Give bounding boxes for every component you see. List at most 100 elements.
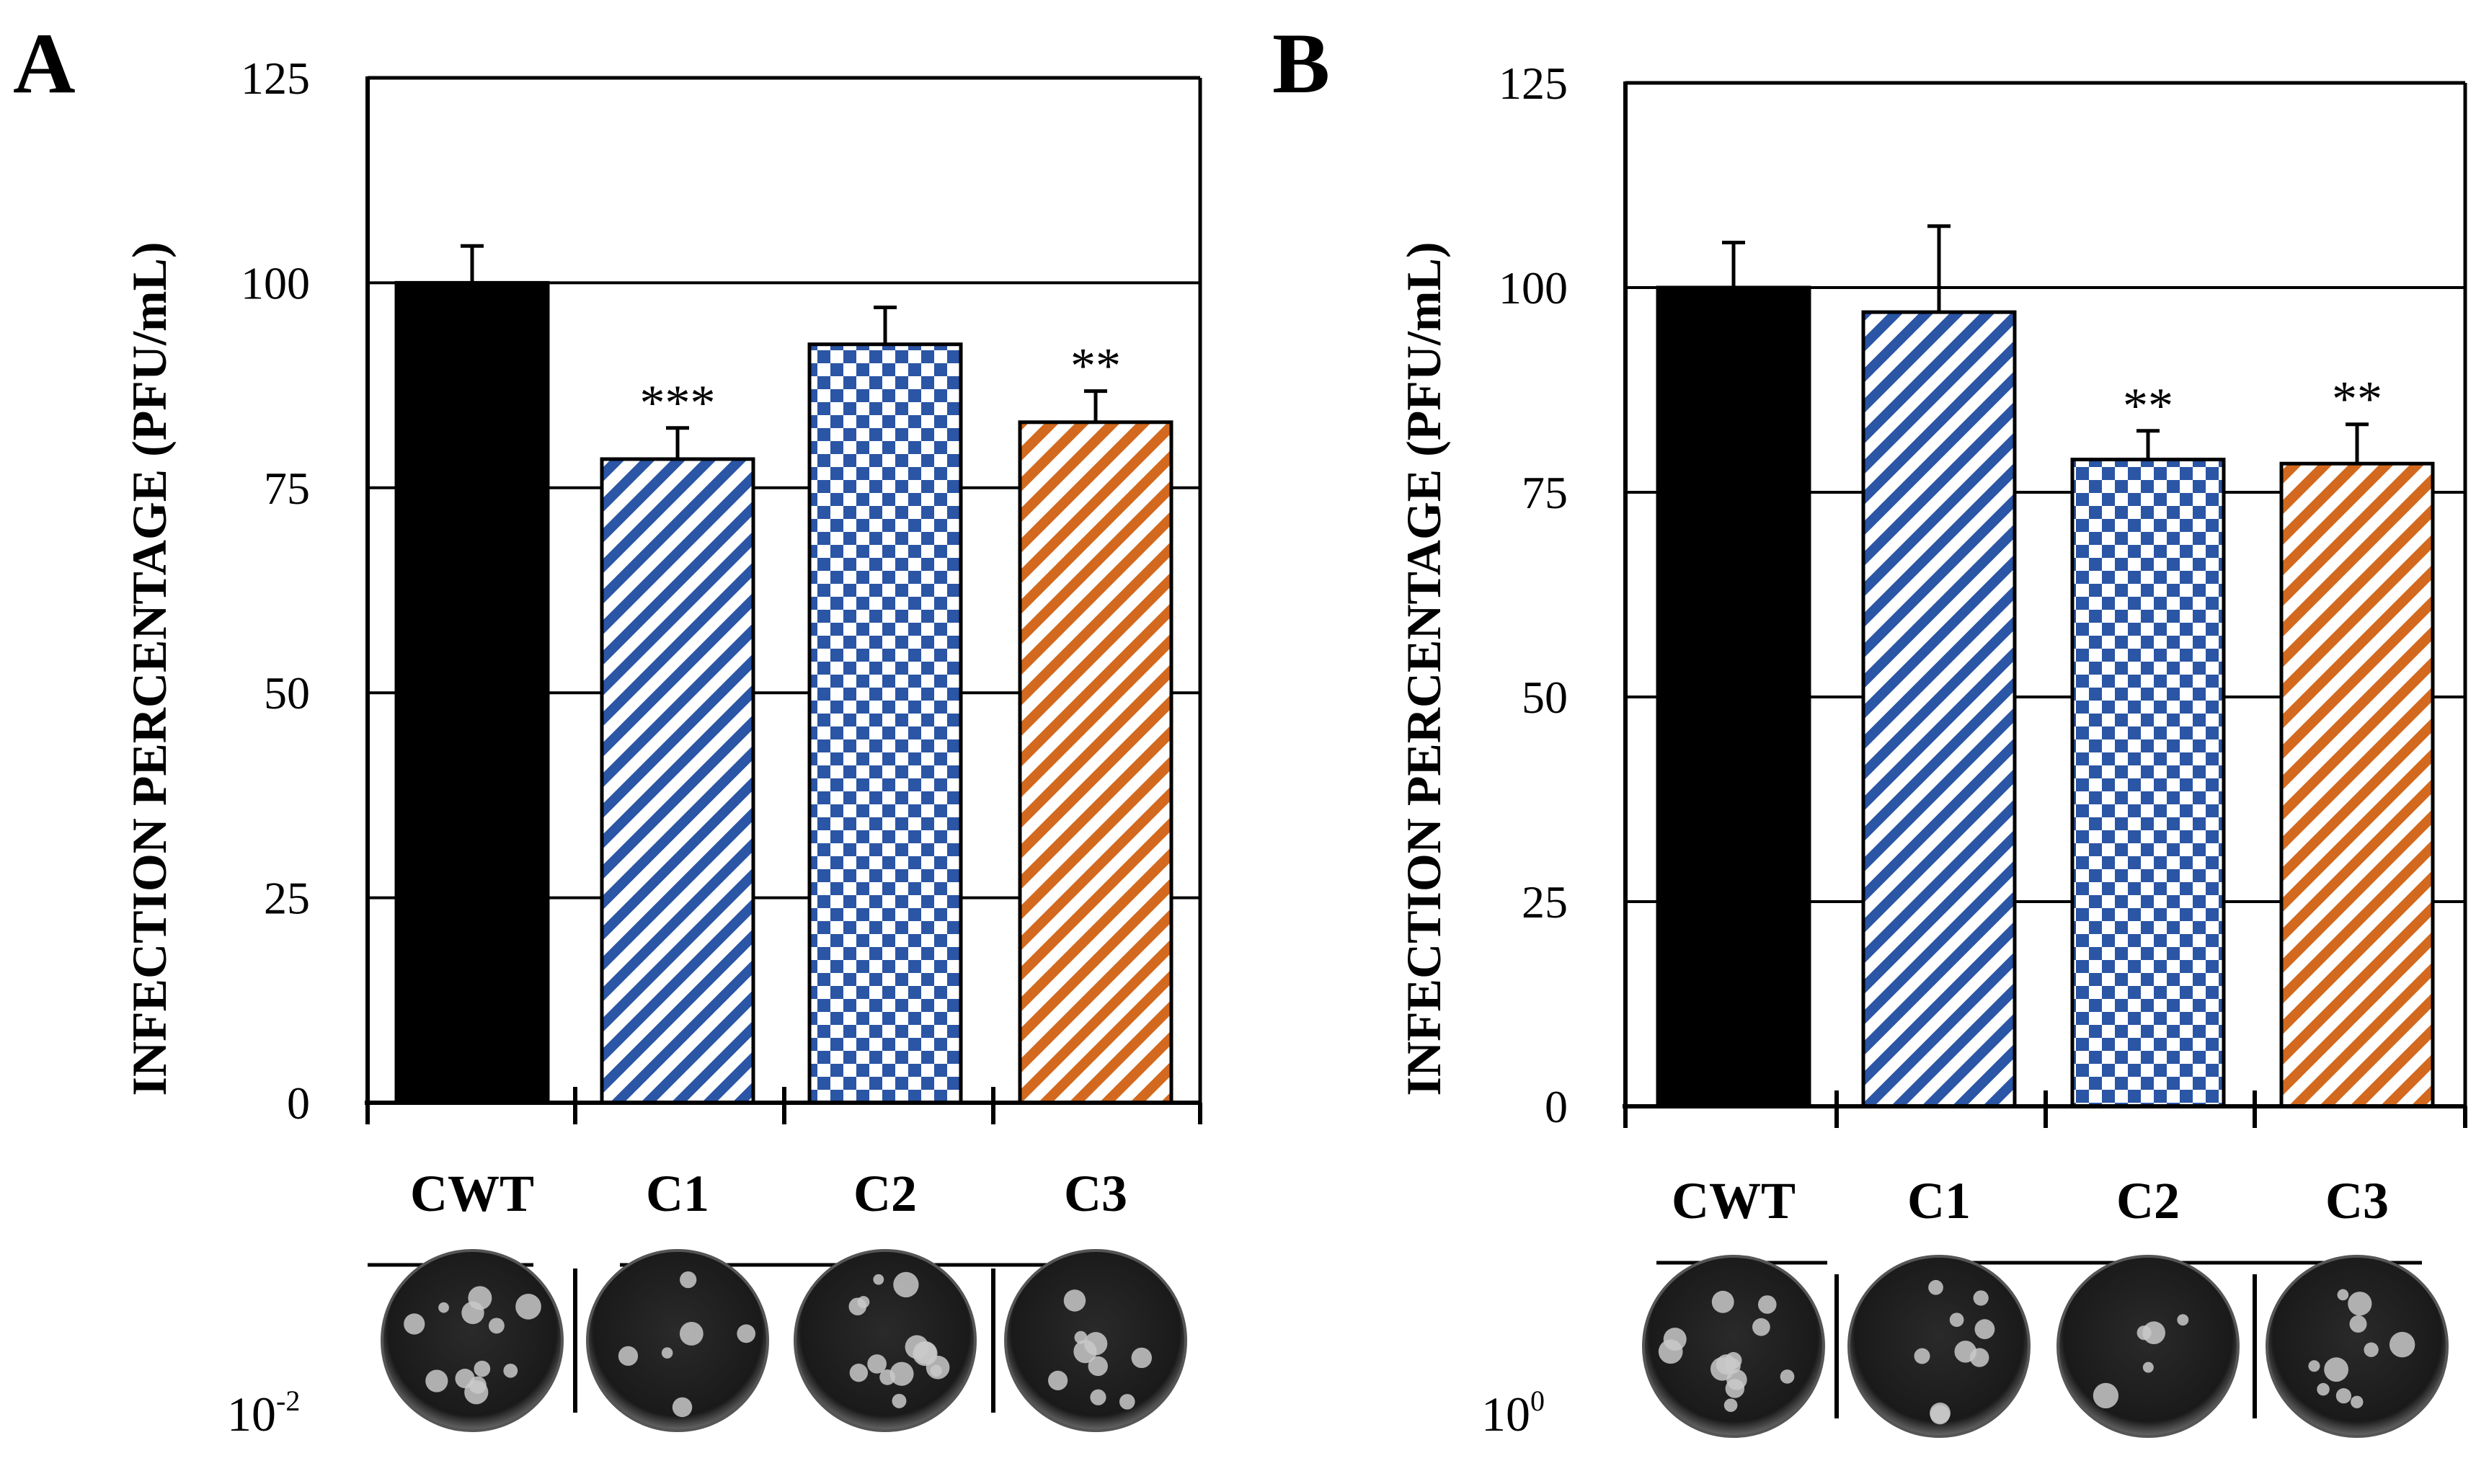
bar-c3	[2279, 461, 2435, 1108]
panel-b: 0 25 50 75 100 125 CWT C1 ** C2 ** C3	[1499, 58, 2467, 1438]
plaque-spot	[1969, 1348, 1989, 1367]
plaque-spot	[679, 1322, 704, 1346]
plate-dish	[794, 1249, 977, 1432]
significance-c3: **	[1070, 339, 1121, 394]
significance-c3: **	[2332, 372, 2382, 427]
plaque-spot	[661, 1347, 673, 1359]
y-tick-label: 125	[1499, 58, 1568, 109]
plaque-spot	[1914, 1348, 1930, 1364]
plaque-spot	[2142, 1361, 2154, 1373]
plaque-spot	[2136, 1325, 2152, 1341]
plaque-plate-cwt	[381, 1249, 564, 1432]
plate-dish	[2266, 1255, 2449, 1438]
plaque-spot	[1119, 1394, 1135, 1410]
plaque-spot	[1048, 1370, 1068, 1390]
plaque-spot	[867, 1354, 887, 1374]
plaque-spot	[1974, 1319, 1995, 1340]
plaque-spot	[2349, 1315, 2367, 1333]
x-tick-label-c1: C1	[1907, 1172, 1971, 1230]
plate-dilution-a: 10-2	[227, 1385, 300, 1441]
plaque-plate-c2	[2056, 1255, 2240, 1438]
plaque-spot	[889, 1361, 914, 1386]
plaque-spot	[892, 1393, 907, 1408]
y-tick-label: 25	[1522, 876, 1568, 928]
y-tick-label: 50	[1522, 672, 1568, 723]
plaque-spot	[461, 1301, 484, 1325]
plaque-spot	[1973, 1290, 1989, 1306]
y-tick-label: 100	[1499, 262, 1568, 314]
y-tick-label: 100	[241, 257, 310, 308]
y-tick-label: 50	[264, 667, 310, 719]
bar-c1	[600, 457, 755, 1105]
plaque-spot	[672, 1397, 693, 1418]
significance-c1: ***	[640, 376, 716, 431]
plaque-plate-c3	[2266, 1255, 2449, 1438]
plaque-spot	[425, 1369, 448, 1392]
x-tick-label-c3: C3	[1064, 1165, 1127, 1222]
plaque-spot	[680, 1271, 697, 1289]
plaque-spot	[2177, 1314, 2189, 1326]
significance-c2: **	[2123, 378, 2173, 434]
plaque-spot	[438, 1302, 449, 1313]
plaque-spot	[2093, 1382, 2119, 1409]
plaque-spot	[1757, 1295, 1777, 1314]
plaque-spot	[1658, 1339, 1683, 1364]
plate-dish	[2056, 1255, 2240, 1438]
x-tick-label-c2: C2	[853, 1165, 917, 1222]
y-tick-label: 75	[1522, 467, 1568, 518]
y-axis-label-b: INFECTION PERCENTAGE (PFU/mL)	[1396, 242, 1451, 1096]
y-tick-label: 25	[264, 873, 310, 924]
plaque-spot	[1131, 1347, 1153, 1369]
plate-dish	[1642, 1255, 1825, 1438]
plaque-spot	[1063, 1289, 1086, 1312]
plaque-spot	[2348, 1292, 2372, 1316]
plaque-spot	[515, 1294, 541, 1320]
y-tick-label: 75	[264, 463, 310, 514]
y-axis-label-a: INFECTION PERCENTAGE (PFU/mL)	[122, 242, 177, 1096]
plaque-spot	[1090, 1389, 1106, 1405]
plaque-spot	[618, 1346, 639, 1367]
x-tick-label-cwt: CWT	[410, 1165, 534, 1222]
plaque-spot	[1928, 1279, 1943, 1295]
x-tick-label-c1: C1	[646, 1165, 709, 1222]
plate-dish	[381, 1249, 564, 1432]
plate-dish	[586, 1249, 769, 1432]
plaque-plate-c1	[1847, 1255, 2031, 1438]
plaque-spot	[2389, 1331, 2415, 1358]
plaque-spot	[849, 1363, 869, 1382]
plaque-spot	[930, 1364, 942, 1377]
y-tick-label: 0	[287, 1078, 310, 1129]
bar-c3	[1018, 420, 1173, 1105]
plaque-spot	[1752, 1318, 1770, 1336]
bar-c1	[1861, 310, 2017, 1108]
plaque-plate-c2	[794, 1249, 977, 1432]
plaque-spot	[488, 1318, 505, 1334]
x-tick-label-cwt: CWT	[1672, 1172, 1796, 1230]
plaque-spot	[469, 1376, 487, 1394]
plaque-spot	[737, 1324, 756, 1343]
plaque-spot	[2351, 1395, 2364, 1408]
plaque-spot	[1073, 1340, 1097, 1364]
plaque-spot	[1074, 1330, 1088, 1344]
plaque-spot	[2324, 1357, 2349, 1382]
y-tick-label: 0	[1545, 1081, 1568, 1132]
plaque-plate-c3	[1004, 1249, 1187, 1432]
plate-dilution-b: 100	[1481, 1385, 1545, 1441]
plaque-spot	[404, 1313, 425, 1335]
plaque-spot	[2308, 1360, 2320, 1372]
plaque-spot	[1949, 1312, 1964, 1328]
plaque-spot	[474, 1360, 491, 1377]
plaque-spot	[1930, 1405, 1950, 1425]
bar-c2	[2070, 458, 2226, 1108]
plaque-spot	[2335, 1388, 2352, 1404]
plaque-spot	[503, 1363, 518, 1378]
plaque-spot	[905, 1335, 929, 1359]
panel-letter-b: B	[1272, 15, 1330, 111]
x-tick-label-c2: C2	[2116, 1172, 2180, 1230]
plaque-plate-cwt	[1642, 1255, 1825, 1438]
plaque-spot	[2337, 1289, 2349, 1301]
plaque-plate-c1	[586, 1249, 769, 1432]
bar-cwt	[1656, 285, 1811, 1108]
y-tick-label: 125	[241, 53, 310, 104]
x-tick-label-c3: C3	[2325, 1172, 2389, 1230]
